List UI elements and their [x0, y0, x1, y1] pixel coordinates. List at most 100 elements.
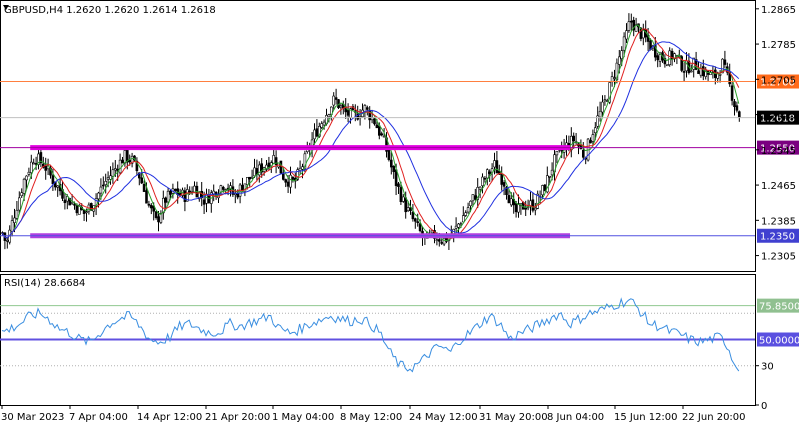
candle-body [207, 194, 211, 204]
candle-body [25, 175, 28, 181]
candle-body [44, 165, 48, 171]
candle-body [473, 195, 477, 200]
candle-body [399, 187, 403, 202]
price-chart-header: GBPUSD,H4 1.2620 1.2620 1.2614 1.2618 [4, 5, 216, 16]
rsi-level-tag [757, 298, 799, 313]
candle-body [397, 183, 400, 188]
candle-body [572, 135, 576, 142]
candle-body [418, 223, 422, 232]
candle-body [313, 129, 316, 140]
candle-body [406, 207, 410, 212]
price-tick-label: 1.2785 [761, 40, 796, 51]
candle-body [476, 187, 480, 200]
candle-body [380, 133, 384, 136]
candle-body [6, 239, 9, 242]
candle-body [533, 207, 537, 211]
price-axis: 1.2700 1.2618 1.2550 1.2350 1.2865 1.2785 1.27… [755, 5, 799, 263]
candle-body [78, 204, 81, 215]
candle-body [488, 171, 492, 174]
candle-body [653, 45, 657, 58]
candle-body [10, 220, 14, 232]
candle-body [332, 95, 336, 106]
candle-body [603, 99, 607, 102]
candle-body [481, 176, 484, 187]
candle-body [106, 177, 110, 180]
candle-body [346, 109, 350, 116]
rsi-chart[interactable]: 75.8500 50.0000 30 0 RSI(14) 28.6684 [0, 274, 800, 413]
candle-body [382, 135, 386, 138]
candle-body [298, 167, 302, 171]
candle-body [22, 178, 26, 194]
candle-body [442, 238, 446, 245]
candle-body [723, 59, 727, 65]
candle-body [39, 152, 43, 164]
candle-body [430, 230, 434, 234]
candle-body [581, 149, 585, 158]
candle-body [327, 114, 331, 118]
candle-body [138, 172, 141, 179]
candle-body [509, 198, 513, 206]
candle-body [186, 189, 189, 202]
candle-body [219, 185, 223, 193]
price-tick-label: 1.2385 [761, 216, 796, 227]
candle-body [591, 134, 595, 142]
candle-body [665, 64, 669, 67]
candle-body [317, 126, 321, 137]
candle-body [411, 211, 415, 220]
candle-body [75, 205, 79, 214]
candle-body [495, 160, 499, 174]
candle-body [485, 169, 489, 179]
candle-body [454, 225, 458, 229]
candle-body [188, 190, 191, 193]
candle-body [291, 177, 295, 180]
rsi-level-tag-label: 50.0000 [759, 336, 800, 347]
price-tick-label: 1.2545 [761, 146, 796, 157]
candle-body [250, 176, 254, 179]
candle-body [121, 159, 124, 164]
menu-triangle-icon[interactable] [3, 5, 9, 10]
price-level-tag-label: 1.2700 [760, 78, 795, 89]
time-tick-label: 30 Mar 2023 [1, 412, 64, 423]
price-chart[interactable]: 1.2700 1.2618 1.2550 1.2350 1.2865 1.2785 1.27… [0, 0, 799, 272]
price-level-tag [757, 140, 799, 155]
candle-body [267, 162, 271, 169]
rsi-level-tag-label: 75.8500 [759, 302, 800, 313]
candle-body [502, 182, 506, 187]
price-plot-area [0, 0, 756, 272]
candle-body [296, 169, 300, 180]
candle-body [73, 203, 76, 206]
candle-body [682, 71, 686, 73]
price-level-tag-label: 1.2550 [760, 144, 795, 155]
candle-body [461, 215, 465, 223]
candle-body [97, 192, 100, 200]
candle-body [284, 179, 288, 183]
candle-body [174, 188, 177, 191]
time-axis: 30 Mar 2023 7 Apr 04:00 14 Apr 12:00 21 Apr… [1, 405, 746, 423]
candle-body [257, 164, 261, 176]
candle-body [735, 105, 739, 111]
candle-body [104, 181, 107, 185]
candle-body [435, 239, 439, 242]
candle-body [536, 193, 540, 209]
candle-body [123, 150, 127, 164]
price-tick-label: 1.2305 [761, 252, 796, 263]
candle-body [109, 175, 112, 180]
candle-body [37, 153, 40, 165]
candle-body [32, 162, 36, 165]
candle-body [550, 169, 554, 176]
candle-body [322, 121, 326, 126]
candle-body [157, 216, 160, 223]
candle-body [459, 223, 463, 226]
candle-body [375, 124, 379, 129]
candle-body [135, 160, 139, 172]
candle-body [20, 192, 24, 197]
candle-body [140, 177, 143, 184]
candle-body [507, 195, 511, 204]
candle-body [373, 118, 376, 125]
candle-body [409, 207, 412, 212]
candle-body [145, 190, 148, 204]
candle-body [274, 157, 278, 166]
candle-body [493, 160, 496, 168]
candle-body [617, 56, 621, 65]
candle-body [668, 50, 672, 65]
